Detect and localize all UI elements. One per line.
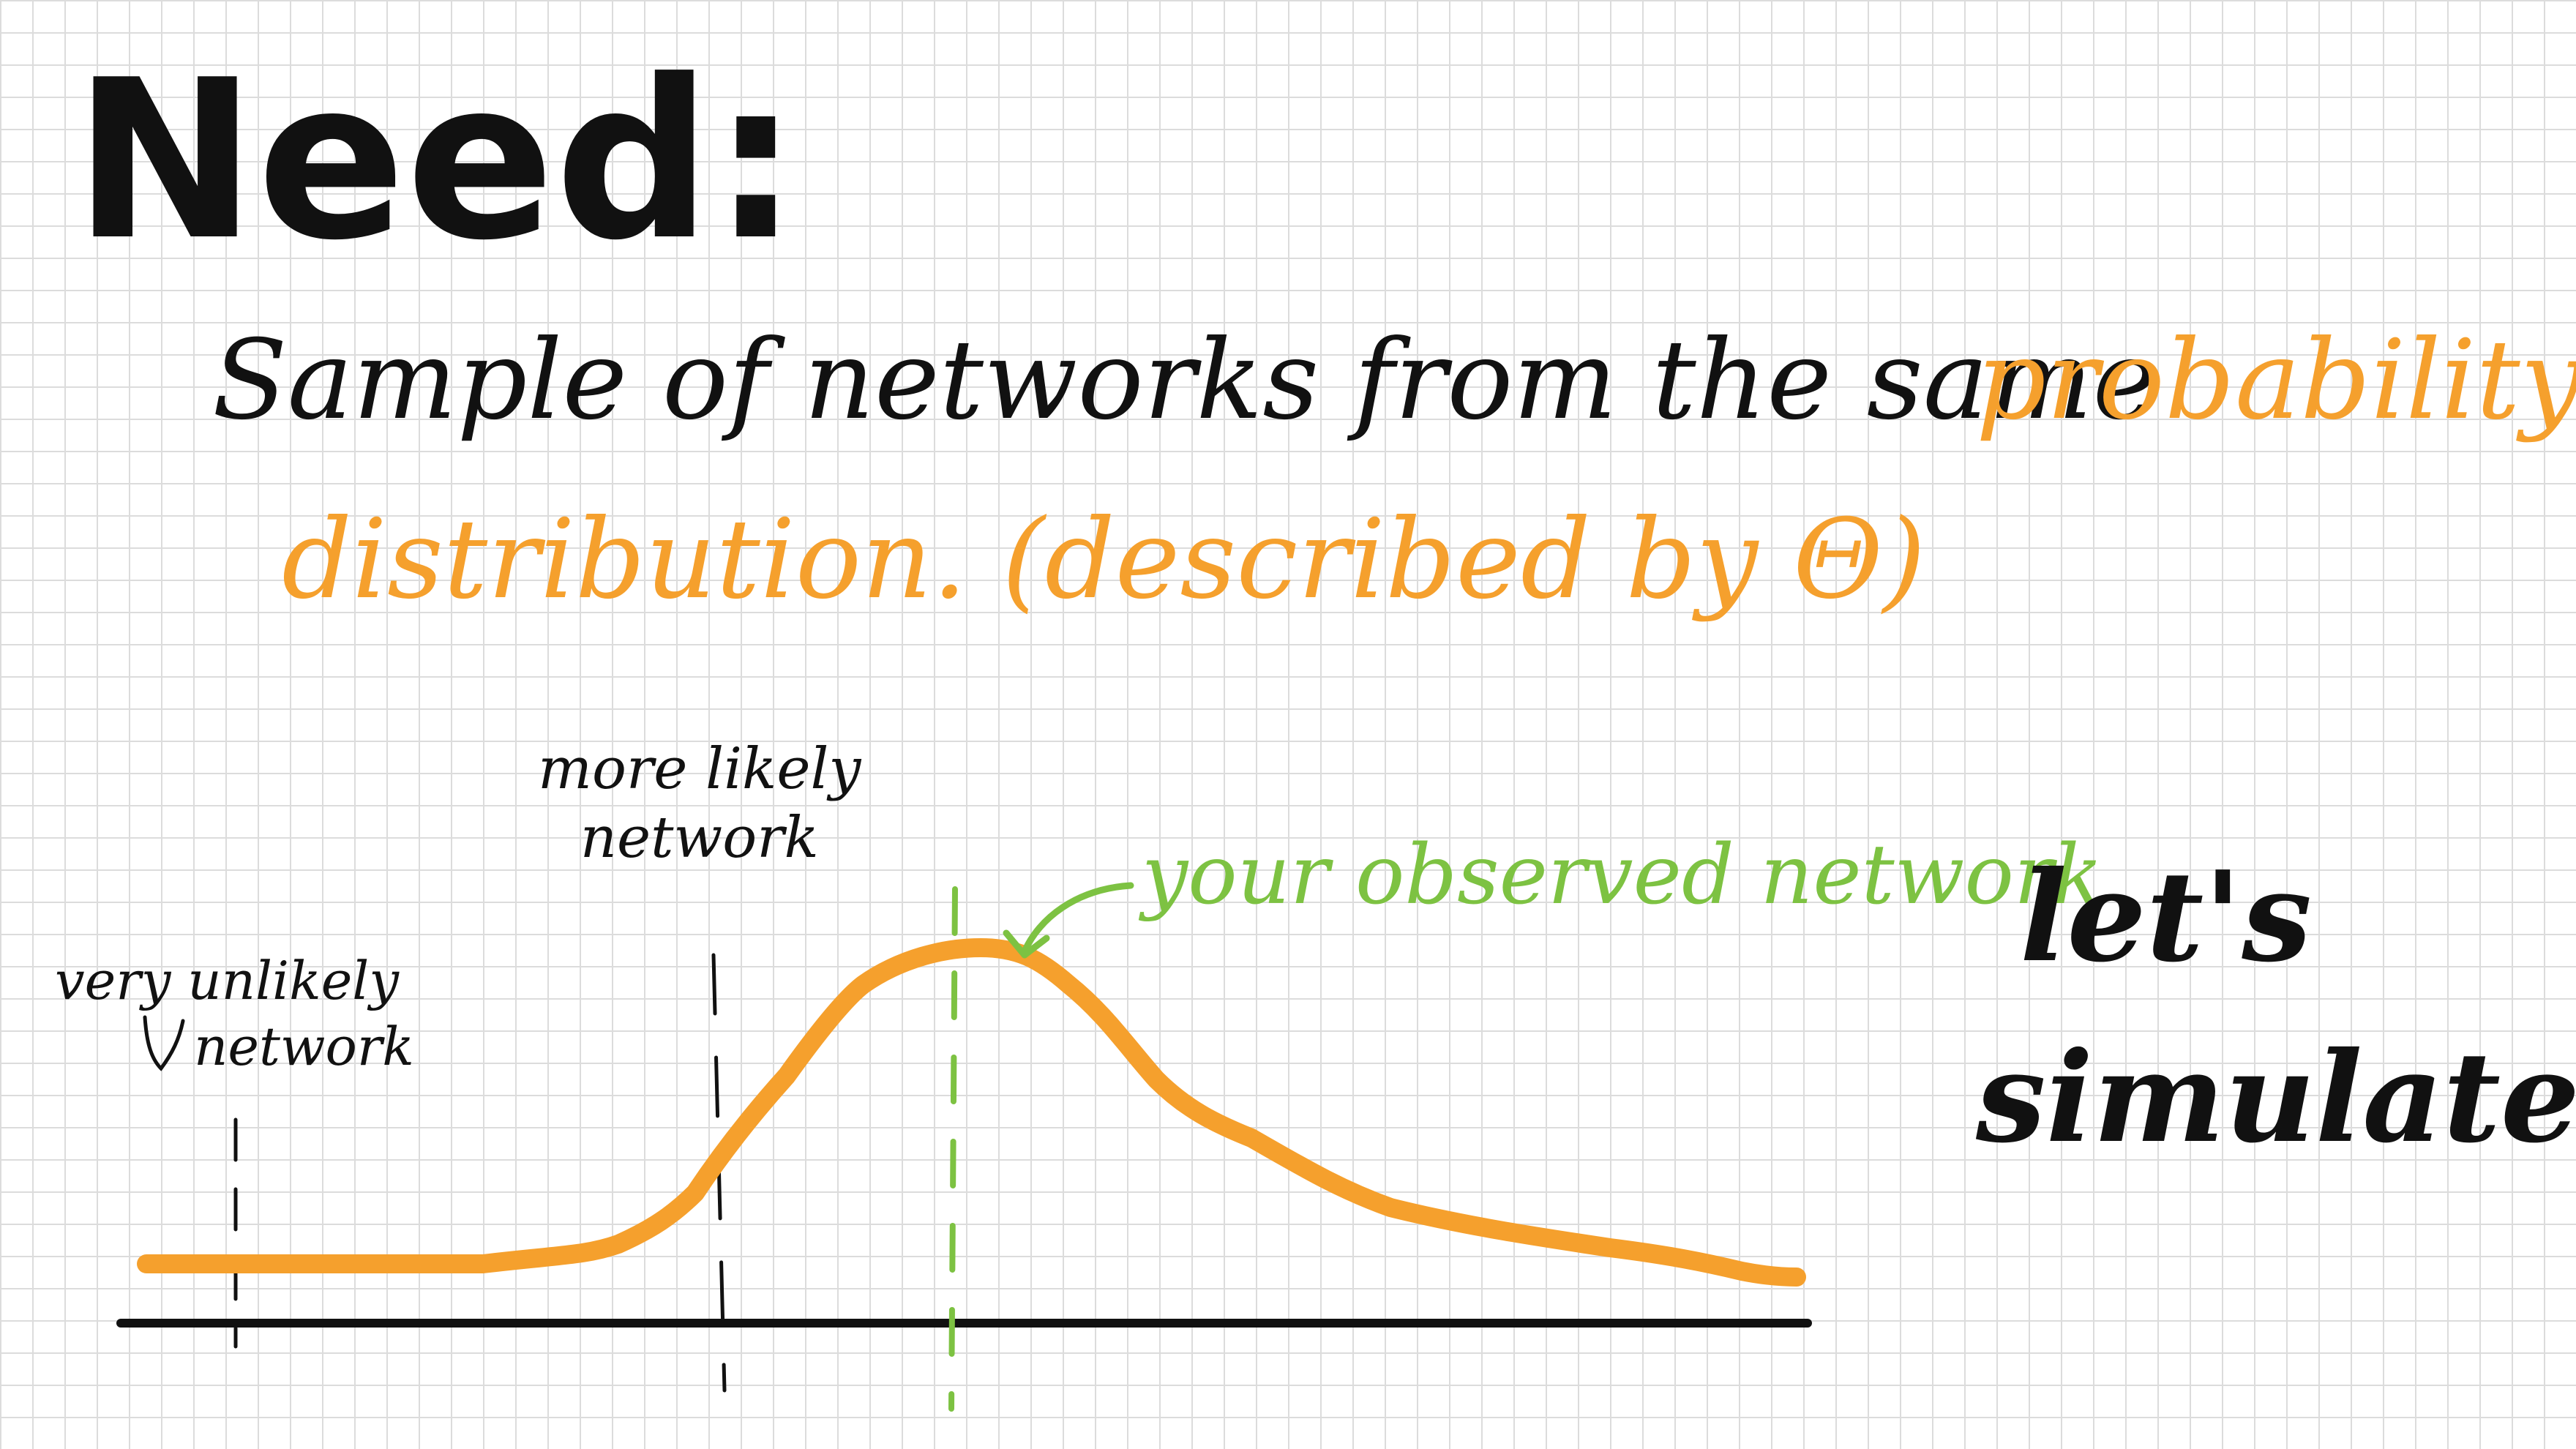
observed-marker-line	[948, 886, 958, 1412]
description-text: Sample of networks from the same	[212, 317, 2158, 444]
lets-simulate-label: let's simulate!	[1976, 827, 2576, 1188]
page-title: Need:	[73, 33, 800, 288]
description-highlight-distribution: distribution. (described by Θ)	[282, 496, 1926, 624]
description-highlight-probability: probability	[1976, 317, 2576, 444]
observed-arrowhead	[1003, 929, 1050, 959]
very-unlikely-label: very unlikely network	[55, 948, 414, 1079]
very-unlikely-label-line1: very unlikely	[55, 950, 400, 1011]
observed-arrow	[1021, 882, 1134, 955]
very-unlikely-arrow	[143, 1015, 185, 1071]
lets-label-line2: simulate!	[1976, 1024, 2576, 1171]
lets-label-line1: let's	[2020, 844, 2313, 990]
very-unlikely-label-line2: network	[194, 1016, 414, 1077]
probability-distribution-curve	[137, 938, 1806, 1287]
more-likely-label-line2: network	[580, 804, 819, 871]
more-likely-label-line1: more likely	[538, 736, 861, 802]
more-likely-label: more likely network	[538, 735, 861, 872]
observed-network-label: your observed network	[1142, 828, 2103, 923]
